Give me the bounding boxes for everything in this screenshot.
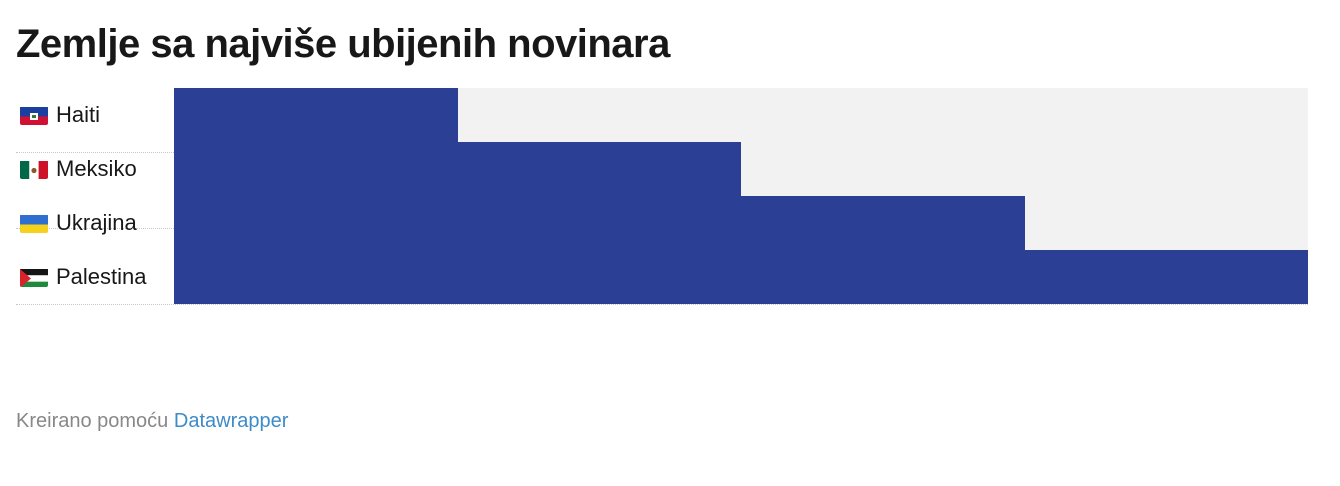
chart-footer: Kreirano pomoću Datawrapper: [16, 410, 288, 433]
bar-track: [174, 250, 1308, 304]
bar-track: [174, 196, 1308, 250]
bar-row: Palestina: [16, 250, 1308, 304]
bar-meksiko: [174, 142, 741, 196]
bar-chart: Haiti Meksiko Ukrajina Palestina: [16, 88, 1308, 305]
category-label: Meksiko: [16, 142, 174, 196]
haiti-flag-icon: [20, 106, 48, 125]
bar-row: Haiti: [16, 88, 1308, 142]
bar-row: Meksiko: [16, 142, 1308, 196]
palestine-flag-icon: [20, 268, 48, 287]
mexico-flag-icon: [20, 160, 48, 179]
category-label-text: Haiti: [56, 102, 101, 127]
bar-palestina: [174, 250, 1308, 304]
category-label: Palestina: [16, 250, 174, 304]
bar-track: [174, 142, 1308, 196]
category-label-text: Meksiko: [56, 156, 137, 181]
category-label-text: Palestina: [56, 264, 147, 289]
bar-ukrajina: [174, 196, 1025, 250]
datawrapper-link[interactable]: Datawrapper: [173, 410, 289, 432]
ukraine-flag-icon: [20, 214, 48, 233]
footer-credit-text: Kreirano pomoću: [16, 410, 169, 432]
category-label: Ukrajina: [16, 196, 174, 250]
chart-title: Zemlje sa najviše ubijenih novinara: [16, 22, 670, 66]
row-divider: [16, 304, 1308, 305]
bar-haiti: [174, 88, 458, 142]
bar-row: Ukrajina: [16, 196, 1308, 250]
category-label-text: Ukrajina: [56, 210, 137, 235]
category-label: Haiti: [16, 88, 174, 142]
bar-track: [174, 88, 1308, 142]
